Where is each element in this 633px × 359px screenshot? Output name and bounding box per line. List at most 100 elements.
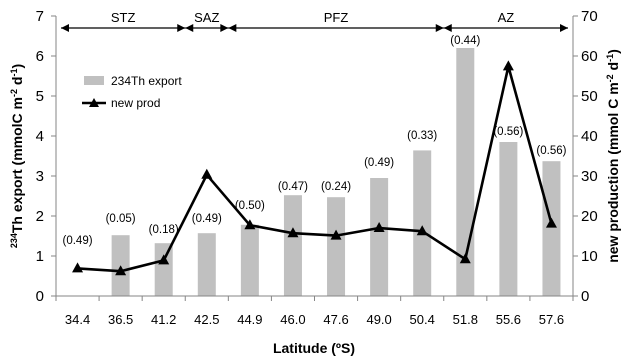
triangle-marker — [416, 225, 428, 236]
x-tick-label: 49.0 — [366, 312, 391, 327]
y2-tick-label: 40 — [581, 128, 598, 145]
zone-arrowhead-right — [220, 24, 229, 32]
x-tick-label: 34.4 — [65, 312, 90, 327]
zone-label: AZ — [498, 10, 515, 25]
x-tick-label: 57.6 — [539, 312, 564, 327]
triangle-marker — [158, 254, 170, 265]
y-tick-label: 2 — [36, 208, 44, 225]
data-label: (0.56) — [493, 126, 523, 138]
x-tick-label: 41.2 — [151, 312, 176, 327]
y-axis-title-sup2: -2 — [9, 89, 19, 97]
y-tick-label: 1 — [36, 248, 44, 265]
y-tick-label: 6 — [36, 48, 44, 65]
triangle-marker — [459, 253, 471, 264]
zone-annotations: STZ SAZ PFZ AZ — [61, 10, 568, 32]
bar — [542, 161, 561, 296]
bar — [327, 197, 346, 296]
x-tick-label: 42.5 — [194, 312, 219, 327]
y-axis-title-sup3: -1 — [9, 69, 19, 77]
y-tick-label: 7 — [36, 8, 44, 25]
zone-label: STZ — [111, 10, 136, 25]
y2-axis-title: new production (mmol C m-2 d-1) — [605, 49, 621, 263]
y2-tick-label: 50 — [581, 88, 598, 105]
data-label: (0.33) — [407, 130, 437, 142]
axes — [55, 16, 574, 297]
triangle-marker — [545, 217, 557, 228]
data-labels: (0.49) (0.05) (0.18) (0.49) (0.50) (0.47) (0.2… — [63, 35, 567, 247]
x-tick-label: 50.4 — [410, 312, 435, 327]
data-label: (0.50) — [235, 200, 265, 212]
y2-tick-label: 20 — [581, 208, 598, 225]
new-prod-line — [77, 65, 553, 273]
zone-arrowhead-right — [560, 24, 568, 32]
bar — [240, 224, 259, 296]
legend-label-line: new prod — [111, 96, 160, 110]
x-tick-label: 55.6 — [496, 312, 521, 327]
data-label: (0.49) — [364, 157, 394, 169]
zone-arrowhead-left — [61, 24, 69, 32]
legend-swatch-bar — [84, 76, 104, 85]
data-label: (0.24) — [321, 181, 351, 193]
legend-swatch-marker — [89, 98, 99, 107]
triangle-marker — [244, 219, 256, 230]
zone-arrowhead-left — [443, 24, 452, 32]
y2-tick-label: 60 — [581, 48, 598, 65]
y2-axis-title-sup: -2 — [605, 74, 615, 82]
x-tick-label: 47.6 — [323, 312, 348, 327]
zone-label: SAZ — [194, 10, 219, 25]
bar — [499, 142, 518, 296]
y2-tick-label: 30 — [581, 168, 598, 185]
bar — [283, 195, 302, 296]
triangle-marker — [502, 60, 514, 71]
zone-arrowhead-right — [177, 24, 186, 32]
y2-tick-label: 0 — [581, 288, 589, 305]
bar-series — [111, 48, 561, 296]
zone-arrowhead-left — [185, 24, 194, 32]
bar — [154, 243, 173, 296]
x-tick-label: 36.5 — [108, 312, 133, 327]
data-label: (0.18) — [149, 224, 179, 236]
data-label: (0.49) — [192, 213, 222, 225]
x-axis-title: Latitude (ºS) — [273, 340, 355, 356]
x-tick-label: 44.9 — [237, 312, 262, 327]
y-ticks-left: 0 1 2 3 4 5 6 7 — [36, 8, 56, 305]
triangle-marker — [330, 229, 342, 240]
bar — [413, 150, 432, 296]
y-axis-title-end: ) — [9, 64, 25, 69]
y-axis-title-sup: 234 — [9, 233, 19, 248]
y2-axis-title-main: new production (mmol C m — [605, 82, 621, 262]
y-axis-title-main: Th export (mmolC m — [9, 97, 25, 233]
triangle-marker — [115, 265, 127, 276]
y2-axis-title-sup2: -1 — [605, 54, 615, 62]
y-tick-label: 3 — [36, 168, 44, 185]
y2-axis-title-mid: d — [605, 62, 621, 74]
y-tick-label: 0 — [36, 288, 44, 305]
legend: 234Th export new prod — [82, 74, 182, 110]
zone-label: PFZ — [324, 10, 349, 25]
triangle-marker — [72, 262, 84, 273]
line-series — [72, 60, 557, 276]
y2-tick-label: 10 — [581, 248, 598, 265]
legend-label-bar: 234Th export — [111, 74, 182, 88]
data-label: (0.47) — [278, 181, 308, 193]
data-label: (0.56) — [536, 145, 566, 157]
x-tick-label: 46.0 — [280, 312, 305, 327]
y-tick-label: 5 — [36, 88, 44, 105]
y2-tick-label: 70 — [581, 8, 598, 25]
data-label: (0.49) — [63, 235, 93, 247]
triangle-marker — [373, 222, 385, 232]
y2-axis-title-end: ) — [605, 49, 621, 54]
y-tick-label: 4 — [36, 128, 44, 145]
zone-arrowhead-left — [228, 24, 237, 32]
x-tick-label: 51.8 — [453, 312, 478, 327]
x-ticks: 34.4 36.5 41.2 42.5 44.9 46.0 47.6 49.0 50.4 51.8… — [55, 296, 574, 327]
y-axis-title: 234Th export (mmolC m-2 d-1) — [9, 64, 25, 248]
y-axis-title-mid: d — [9, 77, 25, 89]
data-label: (0.44) — [450, 35, 480, 47]
data-label: (0.05) — [106, 213, 136, 225]
bar — [370, 178, 389, 296]
bar — [197, 233, 216, 296]
triangle-marker — [201, 168, 213, 179]
